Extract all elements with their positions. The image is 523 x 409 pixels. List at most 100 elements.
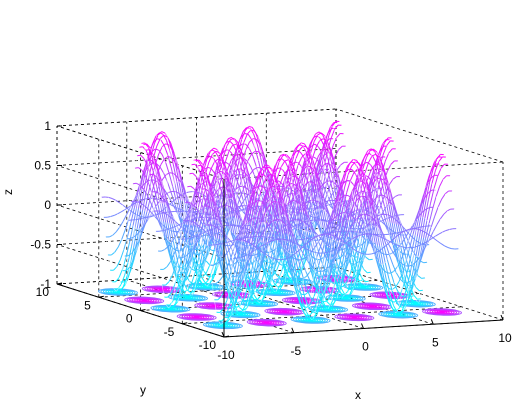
mesh-cross-segment [276, 270, 279, 280]
mesh-segment [372, 178, 377, 185]
mesh-segment [204, 188, 210, 204]
mesh-cross-segment [168, 305, 171, 309]
mesh-segment [113, 266, 118, 271]
mesh-cross-segment [185, 238, 189, 257]
mesh-cross-segment [325, 181, 329, 201]
mesh-cross-segment [235, 144, 239, 155]
mesh-segment [261, 282, 266, 285]
mesh-segment [198, 212, 203, 220]
mesh-segment [154, 163, 159, 171]
mesh-segment [176, 176, 181, 183]
mesh-cross-segment [196, 212, 200, 225]
mesh-segment [328, 175, 333, 190]
contour-line [124, 296, 165, 305]
mesh-segment [186, 209, 191, 225]
mesh-segment [209, 221, 215, 238]
mesh-cross-segment [170, 299, 173, 307]
mesh-segment [214, 151, 220, 158]
contour-line [378, 310, 419, 319]
mesh-segment [216, 194, 222, 211]
mesh-cross-segment [309, 181, 312, 201]
mesh-segment [388, 203, 393, 224]
mesh-segment [281, 280, 286, 287]
mesh-segment [317, 150, 323, 157]
mesh-segment [329, 303, 334, 306]
mesh-cross-segment [180, 265, 183, 272]
mesh-segment [164, 156, 169, 160]
mesh-segment [245, 177, 250, 196]
mesh-segment [220, 160, 226, 167]
mesh-segment [129, 200, 135, 208]
mesh-segment [334, 124, 339, 130]
mesh-segment [189, 280, 194, 285]
mesh-segment [170, 190, 175, 202]
mesh-segment [148, 149, 153, 154]
mesh-segment [202, 234, 207, 237]
mesh-cross-segment [420, 290, 424, 299]
mesh-segment [274, 279, 280, 286]
mesh-segment [320, 181, 326, 190]
mesh-segment [166, 261, 171, 268]
mesh-segment [353, 279, 358, 287]
mesh-cross-segment [339, 121, 342, 126]
mesh-segment [136, 230, 141, 235]
mesh-segment [261, 269, 266, 282]
mesh-segment [331, 157, 337, 168]
mesh-segment [118, 201, 123, 206]
mesh-cross-segment [384, 142, 387, 146]
mesh-cross-segment [389, 217, 393, 231]
mesh-segment [417, 275, 422, 279]
mesh-segment [192, 281, 197, 285]
mesh-cross-segment [151, 191, 155, 212]
mesh-segment [170, 157, 176, 163]
mesh-segment [267, 259, 272, 276]
mesh-cross-segment [373, 165, 377, 180]
mesh-segment [172, 164, 178, 182]
mesh-cross-segment [135, 201, 139, 220]
mesh-cross-segment [226, 145, 230, 152]
contour-line [436, 310, 448, 314]
mesh-segment [287, 159, 293, 164]
mesh-cross-segment [311, 159, 315, 171]
mesh-segment [225, 187, 230, 192]
mesh-segment [198, 264, 203, 270]
mesh-segment [267, 175, 273, 189]
mesh-segment [369, 258, 373, 261]
mesh-segment [179, 215, 184, 230]
mesh-segment [330, 122, 335, 128]
mesh-segment [169, 172, 174, 174]
mesh-segment [299, 212, 304, 231]
mesh-cross-segment [219, 152, 222, 161]
mesh-segment [276, 261, 281, 271]
mesh-segment [110, 251, 116, 256]
mesh-cross-segment [138, 143, 142, 148]
mesh-segment [331, 121, 337, 127]
mesh-segment [168, 190, 173, 193]
mesh-segment [247, 153, 252, 161]
mesh-cross-segment [184, 289, 188, 295]
mesh-segment [295, 195, 300, 213]
mesh-cross-segment [189, 164, 192, 174]
mesh-segment [292, 158, 297, 171]
mesh-cross-segment [244, 163, 248, 177]
mesh-segment [146, 216, 150, 218]
mesh-segment [223, 225, 229, 230]
mesh-cross-segment [164, 158, 167, 175]
mesh-segment [195, 177, 200, 192]
mesh-segment [392, 206, 397, 225]
mesh-segment [181, 179, 186, 192]
mesh-cross-segment [211, 200, 214, 214]
mesh-segment [194, 234, 199, 238]
mesh-segment [223, 171, 228, 178]
mesh-segment [277, 285, 282, 288]
mesh-segment [159, 134, 164, 139]
mesh-segment [276, 243, 281, 249]
mesh-cross-segment [346, 277, 350, 289]
mesh-segment [158, 146, 163, 155]
mesh-segment [130, 258, 135, 271]
mesh-segment [241, 161, 247, 178]
mesh-cross-segment [336, 137, 339, 150]
mesh-segment [178, 253, 183, 266]
mesh-segment [386, 204, 391, 223]
mesh-cross-segment [311, 200, 314, 221]
